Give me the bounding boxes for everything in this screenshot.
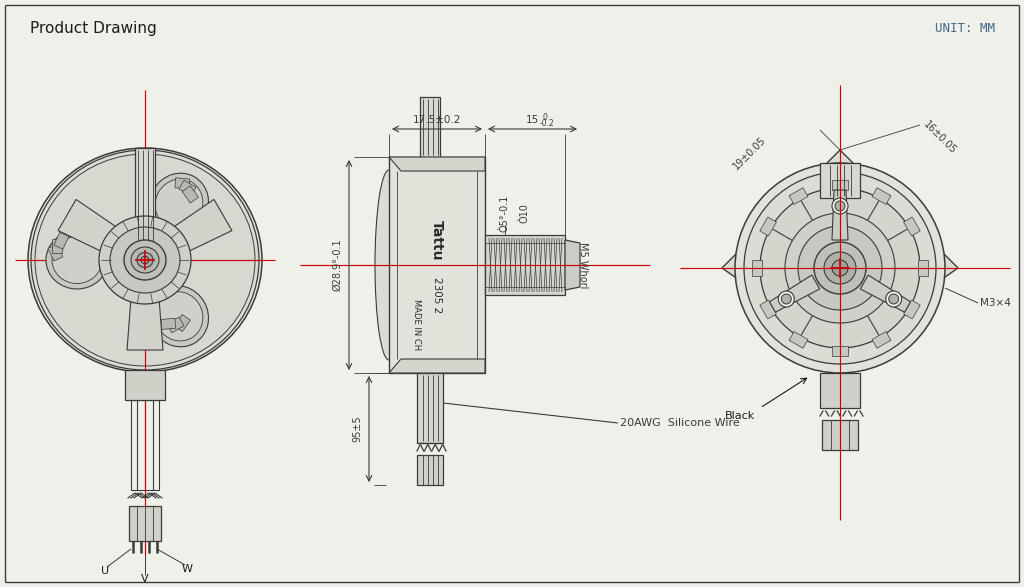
Text: M5 Whorl: M5 Whorl xyxy=(578,242,588,288)
Text: 95±5: 95±5 xyxy=(352,416,362,443)
Text: 15: 15 xyxy=(526,115,539,125)
Ellipse shape xyxy=(110,227,180,293)
Polygon shape xyxy=(831,190,848,240)
Circle shape xyxy=(781,294,792,304)
Ellipse shape xyxy=(150,173,209,234)
Circle shape xyxy=(744,172,936,364)
Polygon shape xyxy=(903,300,921,319)
Text: 19±0.05: 19±0.05 xyxy=(732,134,768,171)
Text: Ò5°-0.1: Ò5°-0.1 xyxy=(500,194,510,232)
Bar xyxy=(129,506,161,541)
Bar xyxy=(822,420,858,450)
Polygon shape xyxy=(872,332,891,348)
Polygon shape xyxy=(722,150,958,350)
Circle shape xyxy=(886,291,902,307)
Bar xyxy=(417,455,443,485)
Circle shape xyxy=(735,163,945,373)
Circle shape xyxy=(760,188,920,348)
Ellipse shape xyxy=(155,292,203,341)
Ellipse shape xyxy=(375,170,403,360)
Polygon shape xyxy=(565,240,580,290)
Text: UNIT: MM: UNIT: MM xyxy=(935,22,995,35)
Text: Ø28.9°-0.1: Ø28.9°-0.1 xyxy=(332,239,342,291)
Text: Tattu: Tattu xyxy=(430,220,444,260)
Text: Black: Black xyxy=(725,411,756,421)
Polygon shape xyxy=(389,157,485,171)
Polygon shape xyxy=(790,188,808,204)
Ellipse shape xyxy=(99,216,191,304)
Polygon shape xyxy=(831,180,848,190)
Ellipse shape xyxy=(35,154,255,366)
Ellipse shape xyxy=(31,150,259,370)
Polygon shape xyxy=(127,298,163,350)
Ellipse shape xyxy=(28,148,262,372)
Polygon shape xyxy=(903,217,921,236)
Bar xyxy=(54,232,69,249)
Text: MADE IN CH: MADE IN CH xyxy=(413,299,422,350)
Polygon shape xyxy=(760,217,776,236)
Text: M3×4: M3×4 xyxy=(980,298,1011,308)
Ellipse shape xyxy=(131,247,159,273)
Circle shape xyxy=(831,198,848,214)
Bar xyxy=(52,239,62,253)
Polygon shape xyxy=(872,188,891,204)
Bar xyxy=(125,370,165,400)
Ellipse shape xyxy=(150,286,209,347)
Bar xyxy=(174,315,190,332)
Ellipse shape xyxy=(46,231,108,289)
Text: 17.5±0.2: 17.5±0.2 xyxy=(413,115,461,125)
Ellipse shape xyxy=(155,179,203,228)
Bar xyxy=(820,373,860,408)
Polygon shape xyxy=(860,275,910,312)
Bar xyxy=(420,97,440,157)
Polygon shape xyxy=(58,200,119,253)
Polygon shape xyxy=(831,346,848,356)
Circle shape xyxy=(785,213,895,323)
Text: Ò10: Ò10 xyxy=(520,203,530,223)
Text: -0.2: -0.2 xyxy=(540,119,555,127)
Circle shape xyxy=(824,252,856,284)
Text: 0: 0 xyxy=(542,113,547,122)
Bar xyxy=(161,318,176,329)
Text: Product Drawing: Product Drawing xyxy=(30,21,157,35)
Bar xyxy=(179,180,197,196)
Bar xyxy=(135,148,155,260)
Ellipse shape xyxy=(141,257,150,264)
Ellipse shape xyxy=(137,252,153,268)
Polygon shape xyxy=(760,300,776,319)
Circle shape xyxy=(778,291,795,307)
Polygon shape xyxy=(918,260,928,276)
Bar xyxy=(485,235,565,295)
Text: 16±0.05: 16±0.05 xyxy=(922,120,958,156)
Text: V: V xyxy=(141,574,148,584)
Circle shape xyxy=(831,260,848,276)
Polygon shape xyxy=(389,359,485,373)
Polygon shape xyxy=(171,200,232,253)
Circle shape xyxy=(798,226,882,310)
Bar xyxy=(389,157,485,373)
Text: W: W xyxy=(181,564,193,574)
Ellipse shape xyxy=(52,237,102,284)
Circle shape xyxy=(814,242,866,294)
Polygon shape xyxy=(769,275,820,312)
Bar xyxy=(820,163,860,198)
Bar xyxy=(167,317,184,333)
Polygon shape xyxy=(790,332,808,348)
Ellipse shape xyxy=(124,240,166,280)
Circle shape xyxy=(835,201,845,211)
Bar xyxy=(175,178,189,189)
Circle shape xyxy=(889,294,899,304)
Text: 2305 2: 2305 2 xyxy=(432,277,442,313)
Polygon shape xyxy=(752,260,762,276)
Bar xyxy=(417,373,443,443)
Bar xyxy=(48,244,62,261)
Bar xyxy=(182,186,199,203)
Text: U: U xyxy=(101,566,110,576)
Text: 20AWG  Silicone Wire: 20AWG Silicone Wire xyxy=(620,418,739,428)
